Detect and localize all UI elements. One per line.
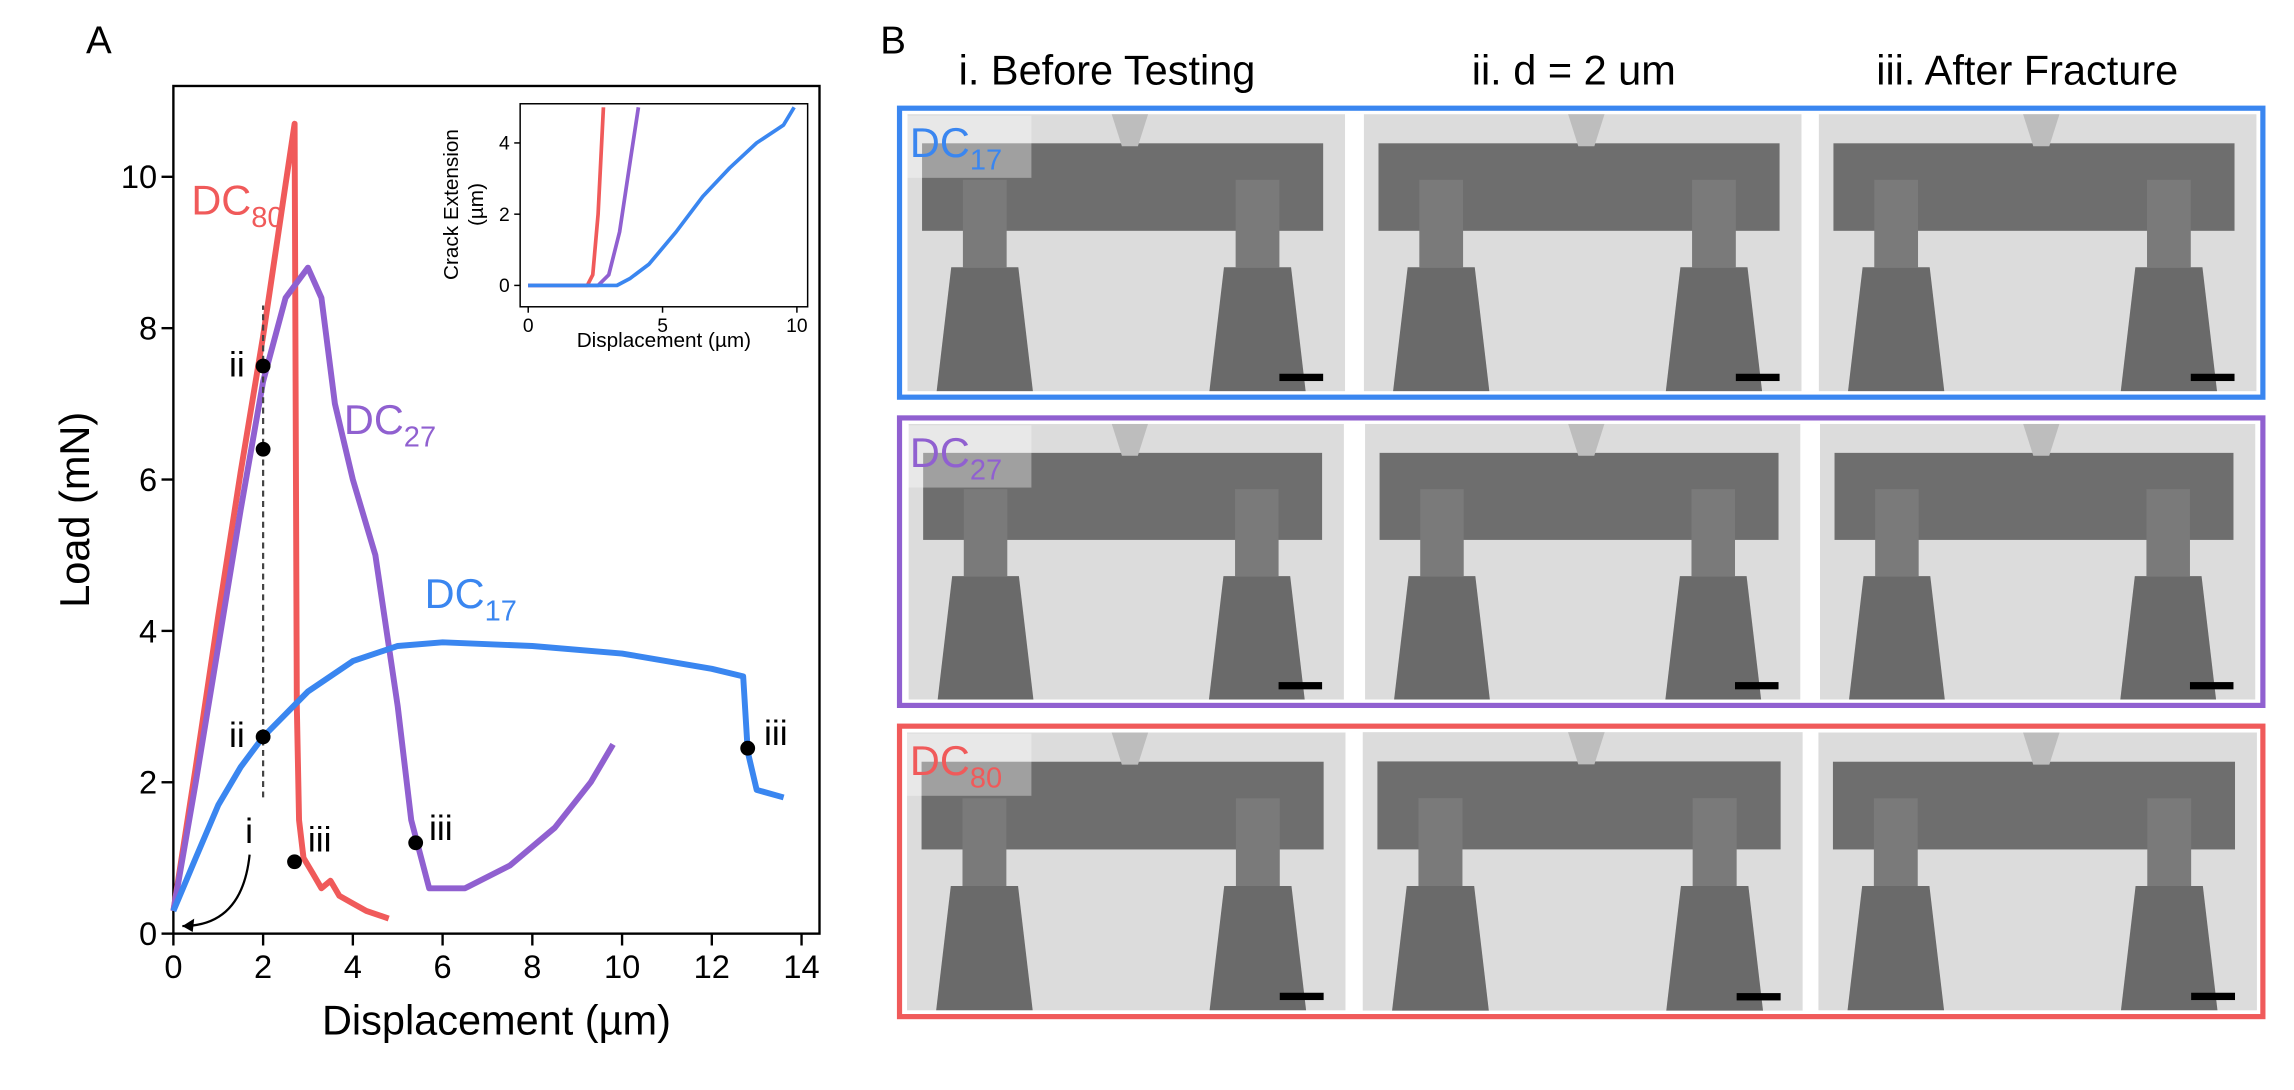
plot-frame [172,84,821,935]
sem-image [1818,114,2257,392]
x-tick-label: 14 [783,948,819,985]
label-base: DC [344,396,404,443]
sem-image [1820,423,2256,700]
y-tick-label: 0 [499,276,510,297]
label-subscript: 27 [404,422,436,454]
x-tick-label: 2 [254,948,272,985]
sem-image [1818,732,2257,1011]
series-label: DC27 [910,429,1002,486]
series-label: DC27 [344,396,436,453]
y-axis-label: (µm) [465,183,488,226]
series-line [170,639,785,913]
column-title: iii. After Fracture [1876,46,2178,93]
series-label: DC80 [910,737,1002,794]
marker-label: iii [308,819,332,859]
x-tick-label: 10 [786,316,807,337]
marker [408,835,424,851]
label-subscript: 80 [251,202,283,234]
annotation: i [245,811,253,851]
marker-label: ii [229,715,245,755]
x-tick-label: 8 [523,948,541,985]
label-base: DC [910,119,970,166]
series-label: DC17 [910,119,1002,176]
x-tick-label: 4 [344,948,362,985]
x-tick-label: 12 [694,948,730,985]
arrow-head [182,918,195,932]
sem-image [1363,114,1802,392]
marker [740,740,756,756]
column-title: i. Before Testing [959,46,1256,93]
series-label: DC80 [191,177,283,234]
marker [255,441,271,457]
label-subscript: 27 [970,454,1002,486]
y-axis-label: Load (mN) [51,412,98,608]
label-subscript: 17 [970,145,1002,177]
y-tick-label: 0 [139,915,157,952]
sem-image [1365,423,1801,700]
series-line [528,106,796,288]
label-base: DC [425,570,485,617]
x-tick-label: 0 [164,948,182,985]
label-backdrop [906,733,1032,796]
annotation-arrow [182,854,251,928]
label-base: DC [910,737,970,784]
y-tick-label: 10 [121,158,157,195]
x-axis-label: Displacement (µm) [322,996,671,1043]
label-backdrop [906,425,1032,488]
plot-frame [519,103,809,308]
y-tick-label: 6 [139,461,157,498]
y-tick-label: 8 [139,310,157,347]
marker [255,729,271,745]
series-line [528,107,641,288]
series-line [170,264,616,912]
y-tick-label: 4 [139,612,157,649]
label-backdrop [906,115,1032,178]
image-frame [896,723,2266,1020]
x-tick-label: 6 [434,948,452,985]
label-base: DC [910,429,970,476]
y-tick-label: 4 [499,134,510,155]
x-axis-label: Displacement (µm) [577,329,751,352]
panel-label: A [86,19,112,62]
y-tick-label: 2 [499,205,510,226]
x-tick-label: 10 [604,948,640,985]
series-line [170,120,390,922]
y-tick-label: 2 [139,764,157,801]
x-tick-label: 5 [657,316,668,337]
marker [287,854,302,870]
label-base: DC [191,177,251,224]
label-subscript: 17 [485,596,517,628]
marker-label: iii [764,713,788,753]
panel-label: B [880,19,906,62]
image-frame [896,105,2266,400]
column-title: ii. d = 2 um [1472,46,1676,93]
marker-label: ii [229,344,245,384]
series-line [528,107,606,288]
x-tick-label: 0 [523,316,534,337]
sem-image [1362,732,1803,1011]
y-axis-label: Crack Extension [440,129,463,280]
label-subscript: 80 [970,763,1002,795]
series-label: DC17 [425,570,517,627]
marker-label: iii [429,808,453,848]
image-frame [896,415,2266,709]
marker [255,358,271,374]
